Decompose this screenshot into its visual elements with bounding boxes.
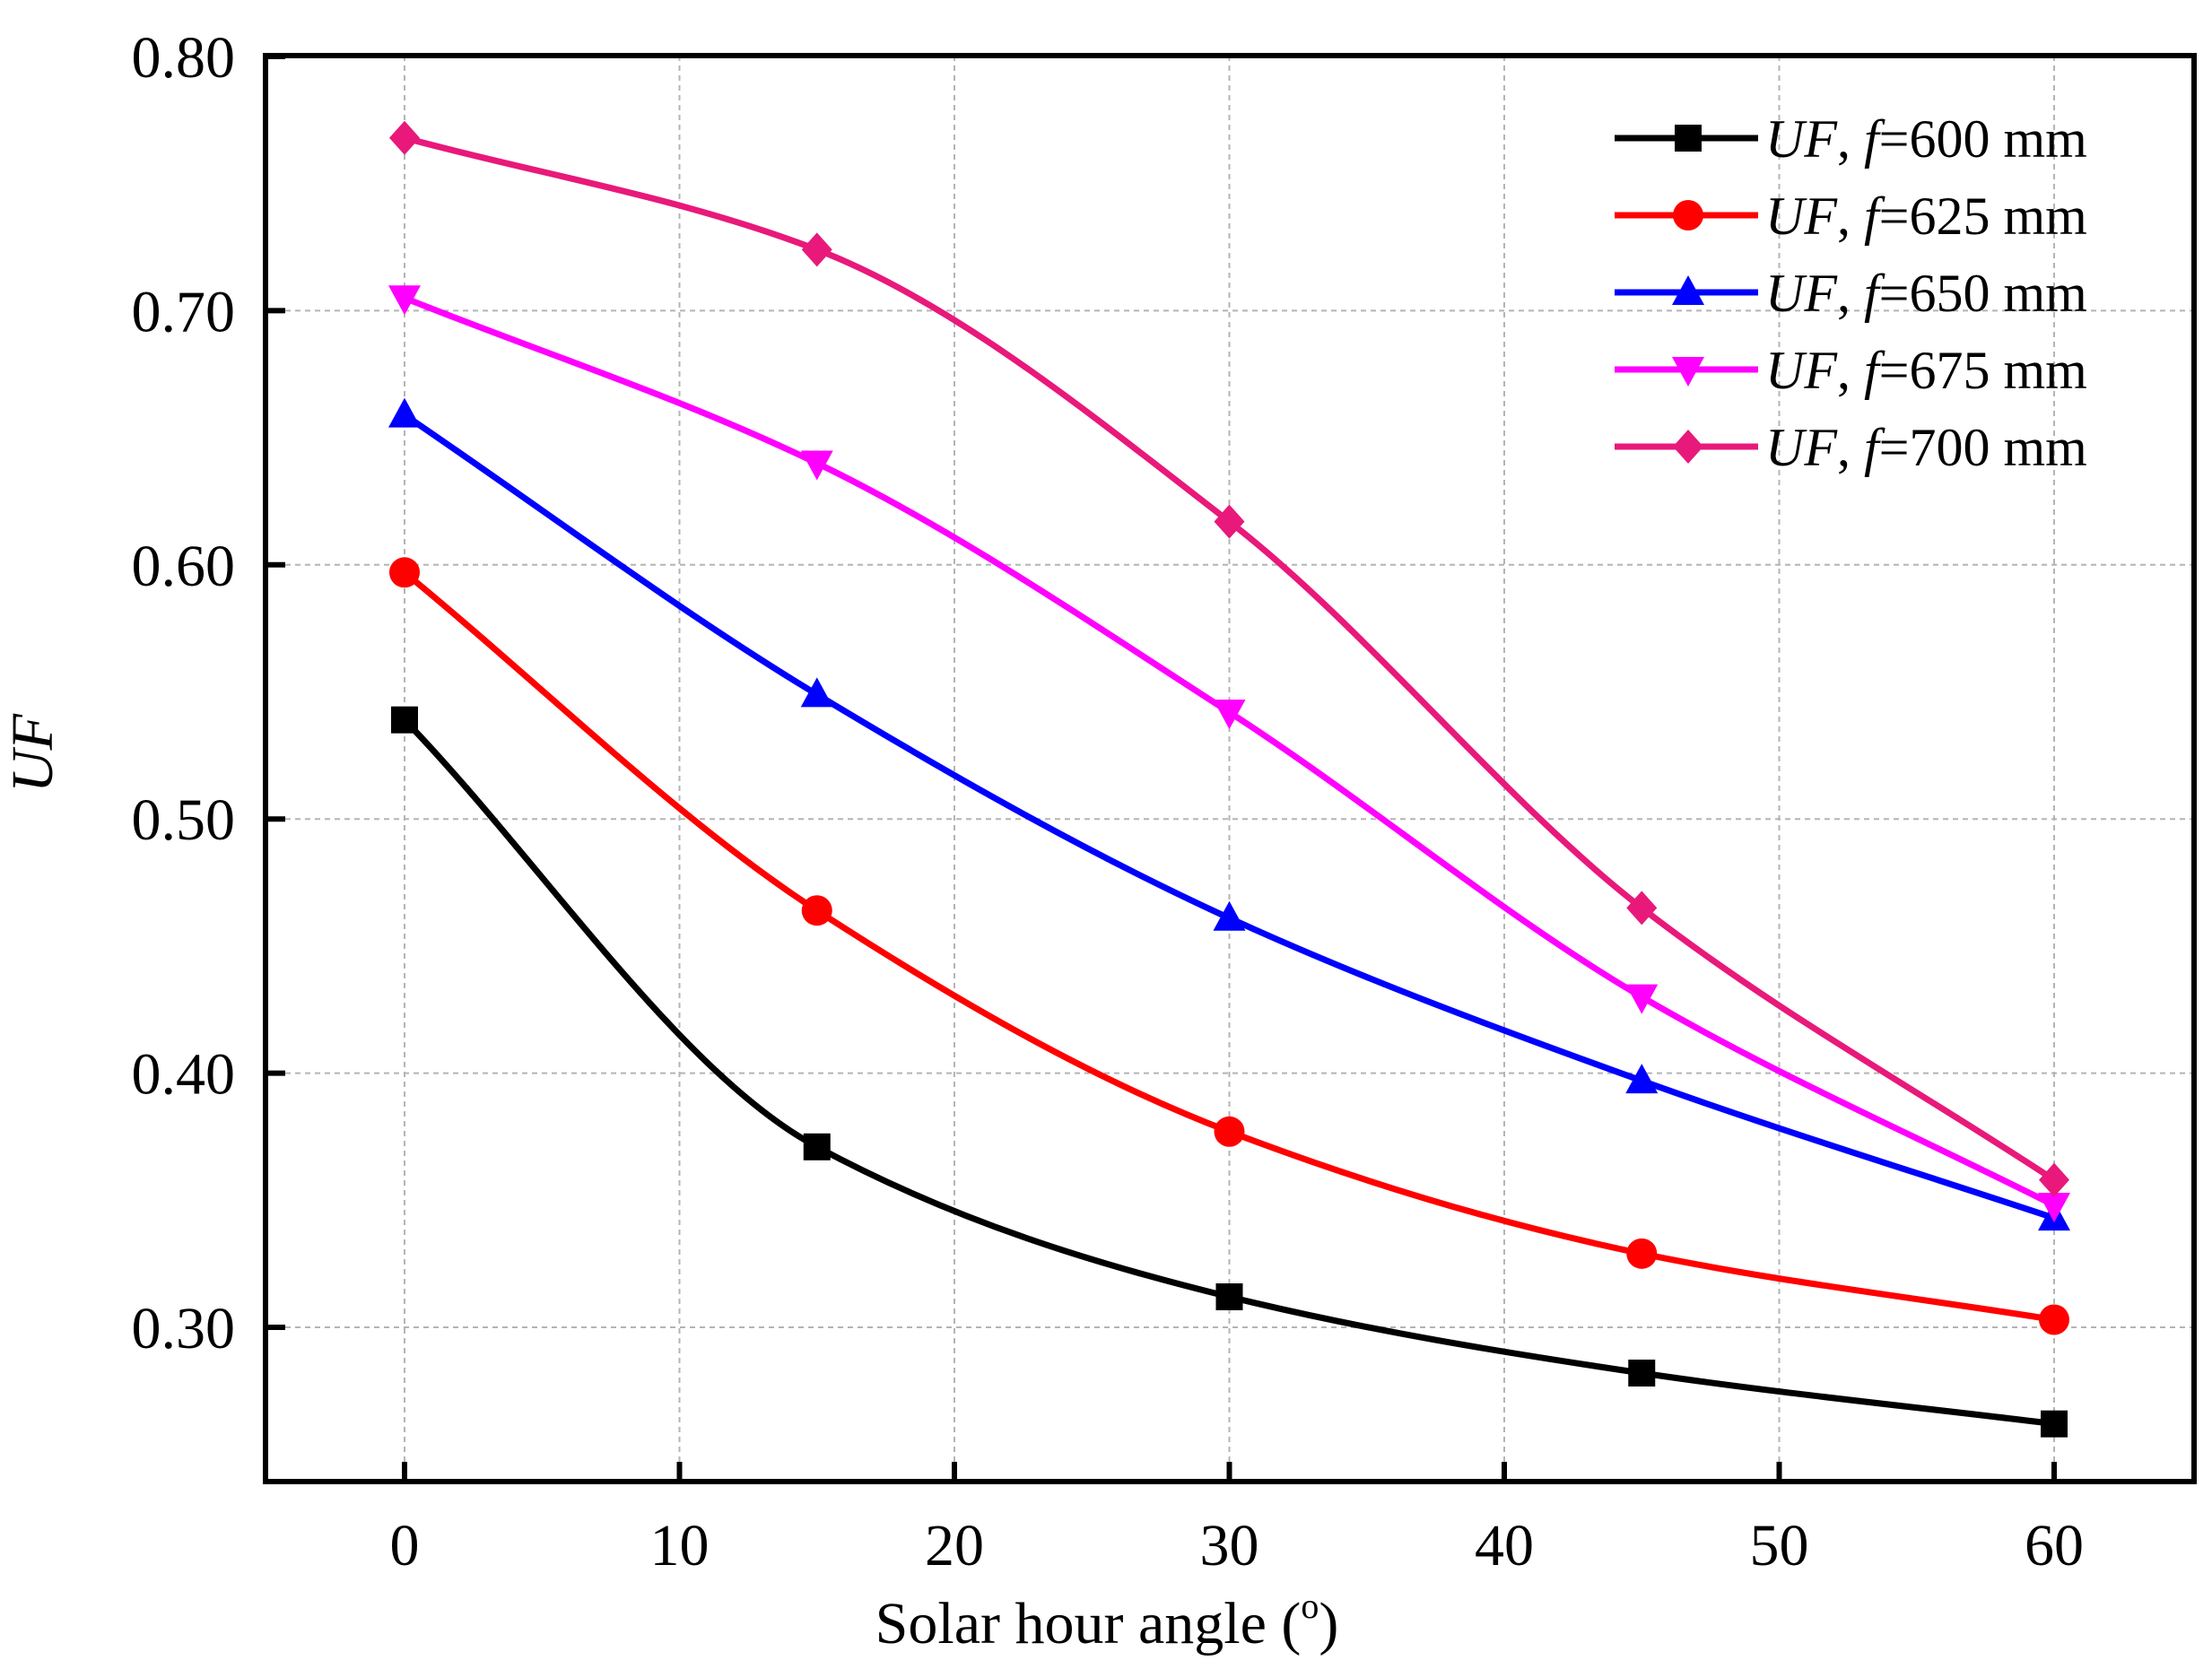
y-tick-label: 0.80: [132, 25, 236, 91]
y-tick-label: 0.50: [132, 787, 236, 853]
data-point: [1626, 891, 1658, 926]
x-tick-label: 20: [925, 1513, 984, 1578]
y-tick-label: 0.60: [132, 534, 236, 599]
data-point: [2041, 1410, 2068, 1438]
data-point: [2039, 1162, 2069, 1197]
legend-item: UF, f=600 mm: [1615, 109, 2087, 169]
axes: 0 10 20 30 40 50 60 0.30 0.40 0.50 0.60 0.70 0.80: [132, 25, 2197, 1578]
x-tick-label: 30: [1200, 1513, 1259, 1578]
data-point: [1628, 1360, 1656, 1387]
legend-label: UF, f=650 mm: [1765, 264, 2087, 323]
data-point: [1214, 504, 1245, 539]
x-tick-label: 0: [390, 1513, 420, 1578]
y-tick-label: 0.40: [132, 1042, 236, 1108]
series-5: [389, 120, 2069, 1197]
data-point: [1625, 1064, 1659, 1094]
data-point: [801, 232, 832, 267]
legend-marker: [1675, 125, 1702, 152]
legend: UF, f=600 mm UF, f=625 mm UF, f=650 mm UF, …: [1615, 109, 2087, 477]
data-point: [2039, 1304, 2069, 1335]
y-tick-label: 0.70: [132, 279, 236, 344]
data-point: [800, 677, 833, 708]
series-4: [388, 285, 2070, 1222]
legend-item: UF, f=700 mm: [1615, 418, 2087, 477]
data-point: [1625, 984, 1659, 1014]
legend-label: UF, f=675 mm: [1765, 341, 2087, 400]
series-group: [388, 120, 2070, 1438]
legend-item: UF, f=625 mm: [1615, 187, 2087, 246]
legend-label: UF, f=625 mm: [1765, 187, 2087, 246]
series-line: [402, 717, 2055, 1428]
legend-item: UF, f=675 mm: [1615, 341, 2087, 400]
data-point: [388, 285, 421, 316]
x-tick-label: 50: [1750, 1513, 1809, 1578]
x-tick-label: 40: [1475, 1513, 1534, 1578]
data-point: [1626, 1238, 1658, 1269]
legend-label: UF, f=600 mm: [1765, 109, 2087, 169]
data-point: [389, 120, 420, 155]
x-tick-label: 60: [2025, 1513, 2084, 1578]
data-point: [389, 557, 420, 588]
data-point: [388, 397, 421, 428]
data-point: [1214, 1116, 1245, 1147]
data-point: [801, 895, 832, 926]
data-point: [803, 1133, 831, 1160]
legend-label: UF, f=700 mm: [1765, 418, 2087, 477]
x-axis-title: Solar hour angle (o): [875, 1586, 1339, 1656]
x-tick-label: 10: [650, 1513, 710, 1578]
series-line: [404, 135, 2056, 1183]
data-point: [1215, 1282, 1243, 1310]
y-axis-title: UF: [0, 713, 65, 793]
legend-marker: [1673, 200, 1703, 230]
y-tick-label: 0.30: [132, 1296, 236, 1361]
legend-marker: [1673, 430, 1703, 464]
legend-item: UF, f=650 mm: [1615, 264, 2087, 323]
data-point: [1213, 900, 1246, 931]
data-point: [1213, 700, 1246, 730]
series-2: [389, 557, 2069, 1335]
series-1: [391, 706, 2068, 1438]
data-point: [2038, 1192, 2070, 1222]
data-point: [391, 706, 418, 734]
legend-marker: [1672, 357, 1704, 387]
data-point: [800, 450, 833, 481]
legend-marker: [1672, 275, 1704, 305]
series-line: [402, 569, 2055, 1323]
grid-lines: [266, 56, 2194, 1482]
